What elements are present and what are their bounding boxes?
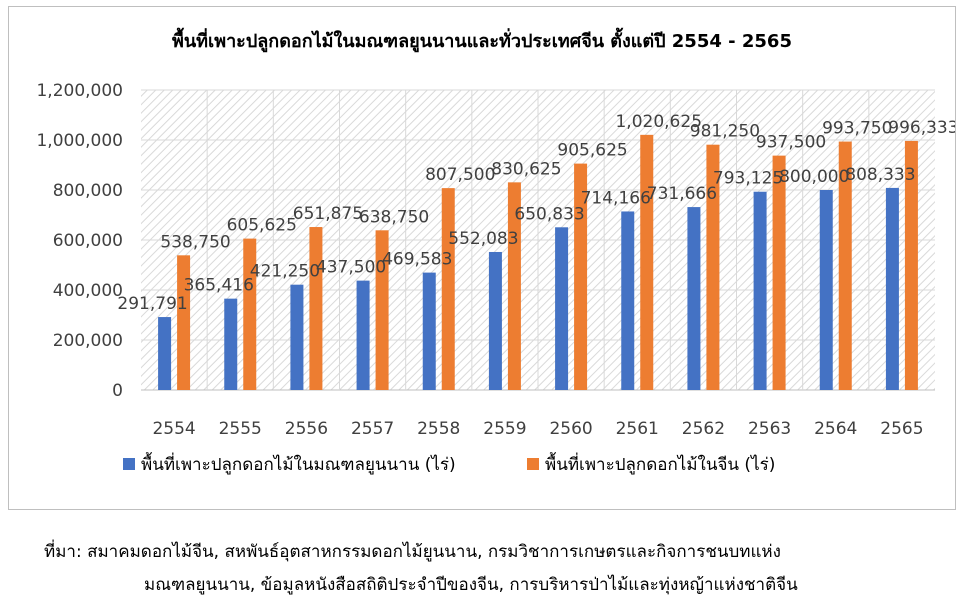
bar-series-1-2564: [819, 190, 833, 390]
data-label: 469,583: [382, 250, 452, 270]
bar-series-2-2557: [375, 230, 389, 390]
bar-series-1-2565: [885, 187, 899, 390]
x-tick-label: 2561: [616, 419, 659, 439]
data-label: 605,625: [227, 216, 297, 236]
data-label: 421,250: [250, 262, 320, 282]
bar-series-2-2563: [772, 155, 786, 390]
data-label: 651,875: [293, 204, 363, 224]
bar-series-2-2564: [838, 141, 852, 390]
bar-series-2-2565: [904, 140, 918, 390]
x-tick-label: 2557: [351, 419, 394, 439]
source-note-line-1: ที่มา: สมาคมดอกไม้จีน, สหพันธ์อุตสาหกรรม…: [44, 542, 781, 562]
data-labels: 291,791 538,750 365,416 605,625 421,250 651,8…: [117, 112, 955, 314]
bar-series-1-2559: [488, 251, 502, 390]
bar-series-2-2559: [507, 182, 521, 390]
bar-series-2-2560: [574, 163, 588, 390]
x-tick-label: 2564: [814, 419, 857, 439]
legend-label-1: พื้นที่เพาะปลูกดอกไม้ในมณฑลยูนนาน (ไร่): [141, 452, 456, 475]
data-label: 937,500: [756, 133, 826, 153]
y-tick-label: 200,000: [53, 331, 123, 351]
bar-series-1-2557: [356, 280, 370, 390]
data-label: 800,000: [779, 167, 849, 187]
y-tick-label: 0: [112, 381, 123, 401]
data-label: 808,333: [845, 165, 915, 185]
bar-series-2-2554: [177, 255, 191, 390]
legend: พื้นที่เพาะปลูกดอกไม้ในมณฑลยูนนาน (ไร่) พ…: [123, 452, 775, 475]
bar-series-2-2558: [441, 188, 455, 390]
data-label: 830,625: [491, 159, 561, 179]
data-label: 793,125: [713, 169, 783, 189]
legend-swatch-1: [123, 458, 135, 470]
x-tick-label: 2558: [417, 419, 460, 439]
y-tick-label: 1,000,000: [36, 131, 123, 151]
bar-series-1-2556: [290, 284, 304, 390]
bar-series-2-2556: [309, 227, 323, 390]
chart-title: พื้นที่เพาะปลูกดอกไม้ในมณฑลยูนนานและทั่ว…: [172, 27, 792, 53]
x-tick-label: 2563: [748, 419, 791, 439]
data-label: 714,166: [581, 188, 651, 208]
data-label: 291,791: [117, 294, 187, 314]
x-tick-label: 2554: [152, 419, 195, 439]
bar-chart: พื้นที่เพาะปลูกดอกไม้ในมณฑลยูนนานและทั่ว…: [36, 27, 955, 475]
legend-swatch-2: [527, 458, 539, 470]
bar-series-1-2563: [753, 191, 767, 390]
data-label: 996,333: [888, 118, 955, 138]
data-label: 538,750: [160, 232, 230, 252]
data-label: 638,750: [359, 207, 429, 227]
legend-label-2: พื้นที่เพาะปลูกดอกไม้ในจีน (ไร่): [545, 452, 775, 475]
y-tick-label: 1,200,000: [36, 81, 123, 101]
source-note-line-2: มณฑลยูนนาน, ข้อมูลหนังสือสถิติประจำปีของ…: [144, 575, 798, 595]
y-tick-label: 800,000: [53, 181, 123, 201]
bar-series-1-2562: [687, 207, 701, 390]
data-label: 552,083: [448, 229, 518, 249]
x-tick-label: 2555: [219, 419, 262, 439]
source-note: ที่มา: สมาคมดอกไม้จีน, สหพันธ์อุตสาหกรรม…: [44, 536, 944, 602]
bar-series-2-2562: [706, 144, 720, 390]
bar-series-1-2555: [224, 298, 238, 390]
x-tick-label: 2556: [285, 419, 328, 439]
x-tick-label: 2559: [483, 419, 526, 439]
data-label: 905,625: [557, 141, 627, 161]
x-tick-label: 2565: [880, 419, 923, 439]
grid-lines: [141, 89, 935, 391]
bar-series-1-2558: [422, 272, 436, 390]
data-label: 993,750: [822, 119, 892, 139]
bar-series-1-2560: [555, 227, 569, 390]
bar-series-1-2561: [621, 211, 635, 390]
data-label: 981,250: [690, 122, 760, 142]
data-label: 650,833: [514, 204, 584, 224]
bars: [158, 134, 918, 390]
bar-series-2-2555: [243, 238, 257, 390]
data-label: 731,666: [647, 184, 717, 204]
x-tick-label: 2560: [549, 419, 592, 439]
data-label: 807,500: [425, 165, 495, 185]
x-tick-label: 2562: [682, 419, 725, 439]
y-axis-ticks: 0 200,000 400,000 600,000 800,000 1,000,000 1,…: [36, 81, 123, 401]
data-label: 1,020,625: [615, 112, 702, 132]
bar-series-2-2561: [640, 134, 654, 390]
data-label: 365,416: [184, 276, 254, 296]
y-tick-label: 600,000: [53, 231, 123, 251]
data-label: 437,500: [316, 258, 386, 278]
chart-frame: พื้นที่เพาะปลูกดอกไม้ในมณฑลยูนนานและทั่ว…: [8, 6, 956, 510]
bar-series-1-2554: [158, 317, 172, 390]
x-axis-ticks: 2554 2555 2556 2557 2558 2559 2560 2561 2562 2563…: [152, 419, 923, 439]
y-tick-label: 400,000: [53, 281, 123, 301]
